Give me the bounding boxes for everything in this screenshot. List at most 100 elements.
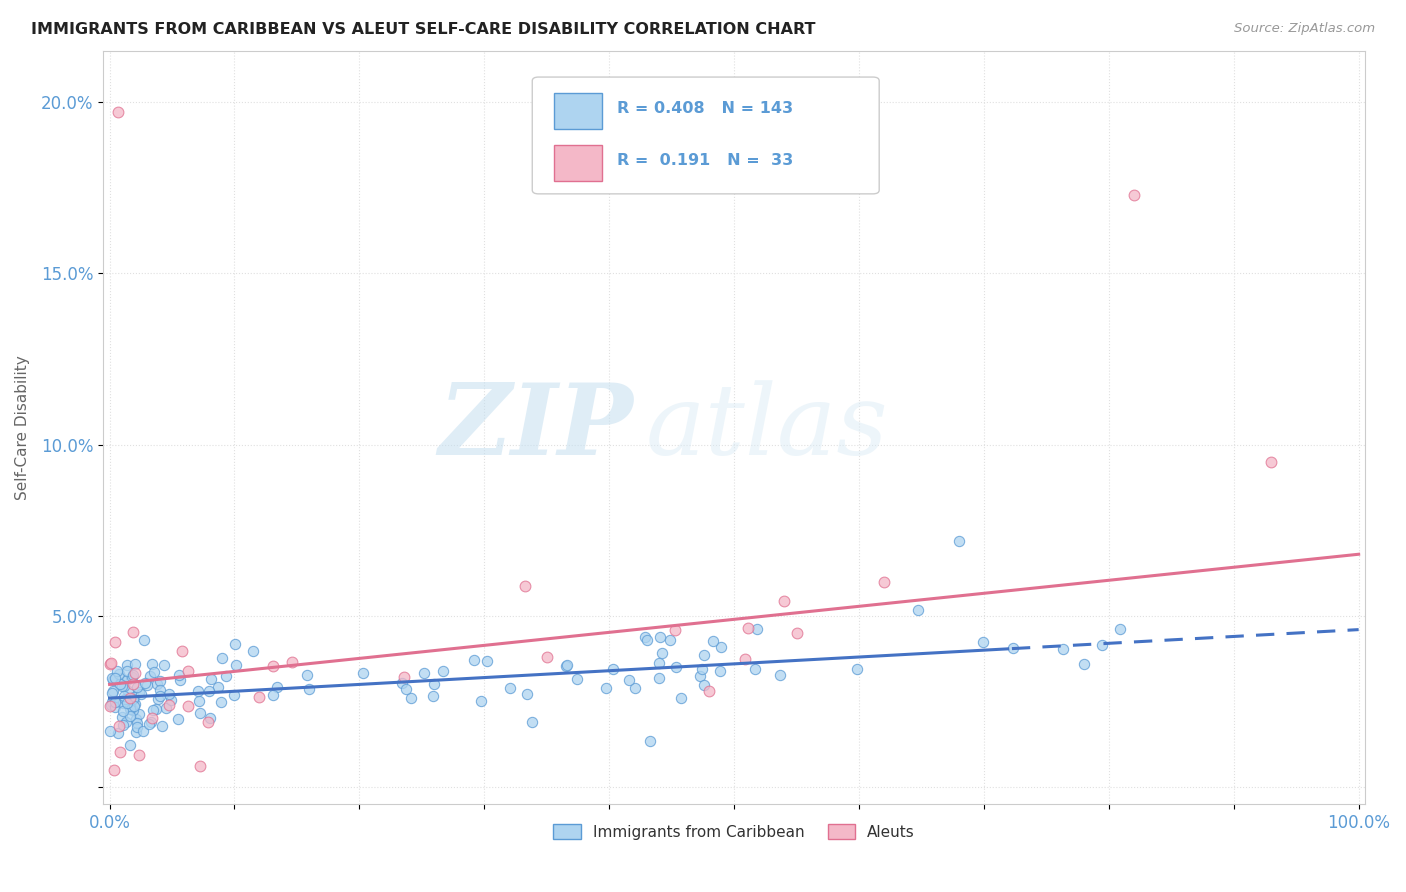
Point bbox=[98, 699, 121, 714]
Point bbox=[104, 699, 127, 714]
Point bbox=[142, 703, 165, 717]
Point bbox=[101, 671, 124, 685]
Point bbox=[262, 688, 284, 702]
Point bbox=[121, 702, 143, 716]
Point bbox=[207, 680, 229, 694]
Point bbox=[124, 712, 146, 726]
Point bbox=[499, 681, 522, 695]
Point bbox=[734, 652, 756, 666]
Point bbox=[1109, 622, 1132, 636]
Point bbox=[104, 695, 127, 709]
Point bbox=[413, 665, 436, 680]
Point bbox=[115, 658, 138, 673]
Point bbox=[132, 723, 155, 738]
Point bbox=[169, 673, 191, 688]
Point bbox=[602, 662, 624, 676]
Point bbox=[617, 673, 640, 687]
Point bbox=[124, 698, 146, 712]
Text: IMMIGRANTS FROM CARIBBEAN VS ALEUT SELF-CARE DISABILITY CORRELATION CHART: IMMIGRANTS FROM CARIBBEAN VS ALEUT SELF-… bbox=[31, 22, 815, 37]
Point bbox=[709, 640, 731, 654]
Point bbox=[115, 673, 138, 688]
Point bbox=[422, 690, 444, 704]
Point bbox=[141, 710, 163, 724]
Point bbox=[648, 671, 671, 685]
Point bbox=[103, 763, 125, 777]
Point bbox=[846, 662, 869, 676]
Point bbox=[120, 709, 142, 723]
Point bbox=[101, 695, 124, 709]
Point bbox=[423, 677, 446, 691]
Point bbox=[786, 626, 808, 640]
Point bbox=[634, 630, 657, 644]
Point bbox=[197, 714, 219, 729]
Point bbox=[1002, 640, 1025, 655]
Point bbox=[536, 650, 558, 665]
Point bbox=[115, 696, 138, 710]
Point bbox=[636, 633, 658, 648]
Point bbox=[555, 658, 578, 673]
Point bbox=[104, 671, 127, 685]
Point bbox=[100, 656, 122, 670]
Point bbox=[215, 669, 238, 683]
Point bbox=[394, 670, 416, 684]
Point bbox=[122, 699, 145, 714]
Point bbox=[111, 679, 134, 693]
Point bbox=[111, 704, 134, 718]
Point bbox=[352, 665, 374, 680]
Point bbox=[693, 648, 716, 663]
Point bbox=[121, 676, 143, 690]
Point bbox=[200, 672, 222, 686]
Point bbox=[693, 678, 716, 692]
Point bbox=[153, 657, 176, 672]
Point bbox=[122, 703, 145, 717]
Point bbox=[624, 681, 647, 695]
Point bbox=[1260, 455, 1282, 469]
Point bbox=[159, 692, 181, 706]
Point bbox=[242, 644, 264, 658]
Point bbox=[516, 687, 538, 701]
Y-axis label: Self-Care Disability: Self-Care Disability bbox=[15, 355, 30, 500]
Point bbox=[638, 734, 661, 748]
Point bbox=[188, 759, 211, 773]
Point bbox=[659, 632, 682, 647]
Point bbox=[112, 696, 135, 710]
Point bbox=[188, 706, 211, 720]
Point bbox=[737, 621, 759, 635]
Point bbox=[101, 673, 124, 688]
Text: atlas: atlas bbox=[645, 380, 889, 475]
Point bbox=[107, 105, 129, 120]
Point bbox=[157, 687, 180, 701]
Point bbox=[141, 657, 163, 672]
Point bbox=[108, 719, 131, 733]
Point bbox=[143, 665, 166, 680]
Point bbox=[108, 667, 131, 681]
Point bbox=[136, 678, 159, 692]
Point bbox=[117, 684, 139, 698]
Point bbox=[127, 680, 149, 694]
Text: R =  0.191   N =  33: R = 0.191 N = 33 bbox=[617, 153, 793, 168]
Point bbox=[690, 663, 713, 677]
Point bbox=[262, 659, 284, 673]
Point bbox=[873, 574, 896, 589]
Point bbox=[122, 690, 145, 704]
Point bbox=[399, 691, 422, 706]
Point bbox=[124, 665, 146, 680]
Point bbox=[107, 726, 129, 740]
Point bbox=[107, 695, 129, 709]
Point bbox=[122, 625, 145, 640]
Point bbox=[150, 719, 173, 733]
Point bbox=[747, 623, 769, 637]
Point bbox=[108, 677, 131, 691]
Point bbox=[122, 668, 145, 682]
Point bbox=[198, 711, 221, 725]
Point bbox=[702, 634, 724, 648]
Point bbox=[115, 664, 138, 678]
Point bbox=[127, 715, 149, 730]
Point bbox=[114, 692, 136, 706]
Point bbox=[520, 714, 543, 729]
Point bbox=[128, 707, 150, 722]
Point bbox=[651, 646, 673, 660]
Point bbox=[100, 686, 122, 700]
Point bbox=[131, 687, 153, 701]
Point bbox=[907, 603, 929, 617]
